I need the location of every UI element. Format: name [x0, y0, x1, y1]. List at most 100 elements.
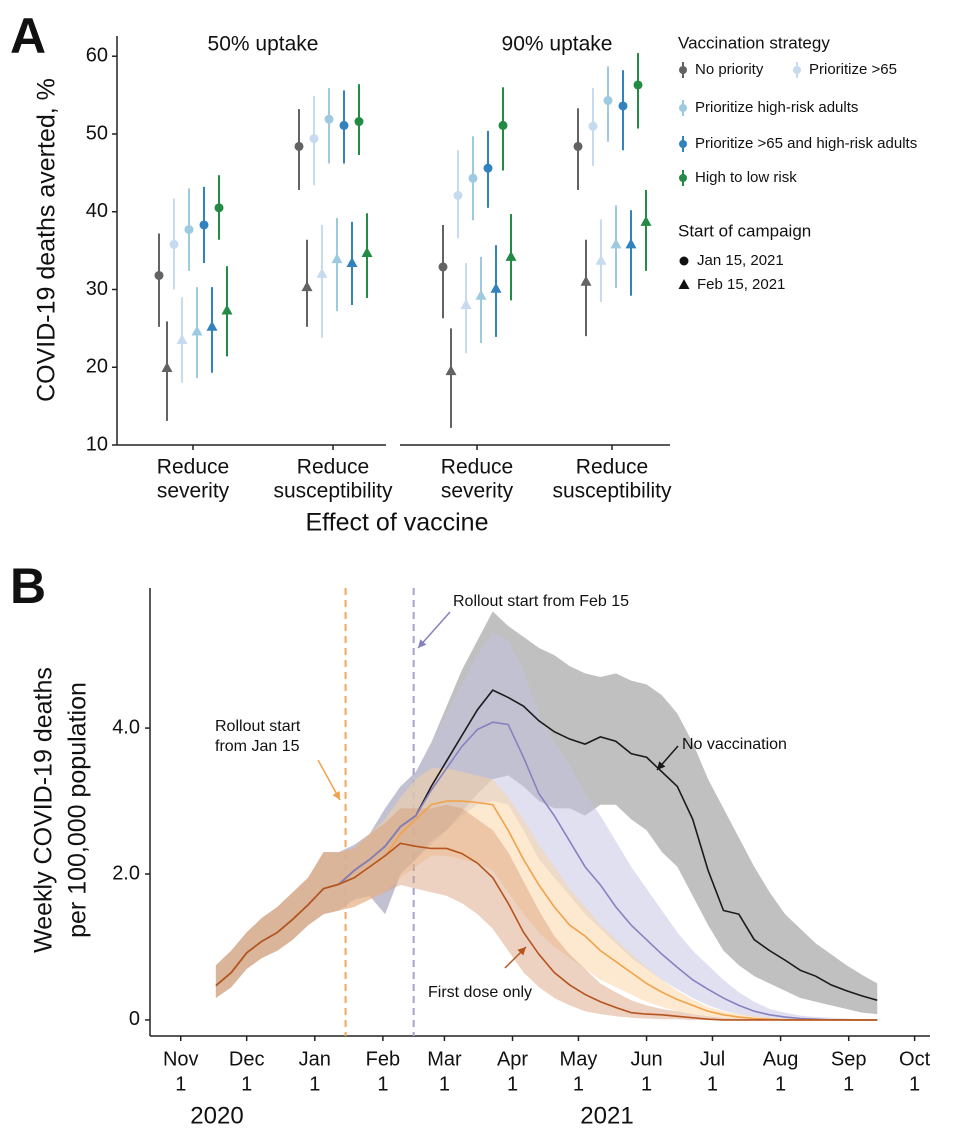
x-tick-label: 1 — [507, 1073, 518, 1095]
triangle-point — [625, 238, 637, 249]
y-tick-label: 20 — [86, 356, 108, 378]
x-axis-title: Effect of vaccine — [306, 509, 489, 537]
arrow — [417, 611, 451, 649]
year-label: 2021 — [580, 1102, 633, 1129]
x-tick-label: Dec — [229, 1048, 265, 1070]
x-tick-label: Reduce — [441, 456, 513, 479]
arrow-head — [418, 639, 427, 648]
x-tick-label: Jul — [700, 1048, 726, 1070]
y-tick-label: 60 — [86, 44, 108, 66]
legend-swatch — [679, 140, 687, 148]
legend-title: Vaccination strategy — [678, 33, 830, 52]
x-tick-label: Reduce — [157, 456, 229, 479]
x-tick-label: 1 — [377, 1073, 388, 1095]
x-tick-label: Jan — [299, 1048, 331, 1070]
uncertainty-band — [215, 611, 878, 1015]
arrow-head — [517, 947, 526, 956]
triangle-point — [678, 279, 690, 289]
circle-point — [498, 120, 508, 130]
circle-point — [309, 134, 319, 144]
x-tick-label: 1 — [175, 1073, 186, 1095]
legend-label: Feb 15, 2021 — [697, 276, 785, 293]
circle-point — [468, 173, 478, 183]
y-axis-title: COVID-19 deaths averted, % — [33, 78, 61, 402]
x-tick-label: 1 — [641, 1073, 652, 1095]
triangle-point — [505, 250, 517, 261]
legend-swatch — [679, 66, 687, 74]
x-tick-label: 1 — [707, 1073, 718, 1095]
triangle-point — [346, 257, 358, 268]
annotation: First dose only — [428, 984, 532, 1001]
circle-point — [199, 220, 209, 230]
legend-label: Prioritize high-risk adults — [695, 99, 858, 116]
arrow-head — [657, 761, 666, 770]
x-tick-label: 1 — [241, 1073, 252, 1095]
x-tick-label: 1 — [439, 1073, 450, 1095]
triangle-point — [176, 334, 188, 345]
annotation: Rollout start — [215, 718, 301, 735]
x-tick-label: 1 — [309, 1073, 320, 1095]
x-tick-label: susceptibility — [273, 480, 393, 503]
annotation: from Jan 15 — [215, 738, 300, 755]
circle-point — [184, 225, 194, 235]
legend-swatch — [679, 104, 687, 112]
circle-point — [679, 256, 689, 266]
circle-point — [618, 101, 628, 111]
legend-label: Prioritize >65 — [809, 61, 897, 78]
x-tick-label: Oct — [899, 1048, 931, 1070]
x-tick-label: Sep — [831, 1048, 867, 1070]
triangle-point — [301, 281, 313, 292]
x-tick-label: 1 — [843, 1073, 854, 1095]
triangle-point — [316, 267, 328, 278]
annotation: No vaccination — [682, 736, 787, 753]
triangle-point — [361, 246, 373, 257]
uncertainty-band — [215, 633, 878, 1020]
triangle-point — [206, 320, 218, 331]
x-tick-label: May — [560, 1048, 598, 1070]
x-tick-label: Reduce — [576, 456, 648, 479]
x-tick-label: severity — [157, 480, 230, 503]
legend-label: Prioritize >65 and high-risk adults — [695, 135, 917, 152]
triangle-point — [490, 282, 502, 293]
y-axis-title: Weekly COVID-19 deaths — [30, 667, 58, 953]
triangle-point — [161, 362, 173, 373]
legend-label: No priority — [695, 61, 764, 78]
y-tick-label: 30 — [86, 278, 108, 300]
triangle-point — [460, 299, 472, 310]
series-line — [215, 842, 878, 1021]
circle-point — [588, 121, 598, 131]
y-tick-label: 4.0 — [112, 716, 140, 738]
uncertainty-band — [215, 768, 878, 1020]
x-tick-label: susceptibility — [552, 480, 672, 503]
circle-point — [214, 203, 224, 213]
triangle-point — [595, 254, 607, 265]
x-tick-label: Feb — [366, 1048, 400, 1070]
circle-point — [354, 117, 364, 127]
y-tick-label: 40 — [86, 200, 108, 222]
panel-label: B — [10, 558, 46, 614]
annotation: Rollout start from Feb 15 — [453, 593, 629, 610]
triangle-point — [331, 253, 343, 264]
triangle-point — [580, 275, 592, 286]
circle-point — [573, 141, 583, 151]
x-tick-label: Reduce — [297, 456, 369, 479]
year-label: 2020 — [190, 1102, 243, 1129]
x-tick-label: 1 — [909, 1073, 920, 1095]
x-tick-label: Apr — [497, 1048, 528, 1070]
circle-point — [169, 239, 179, 249]
triangle-point — [221, 304, 233, 315]
triangle-point — [610, 238, 622, 249]
legend-swatch — [679, 174, 687, 182]
triangle-point — [445, 365, 457, 376]
y-tick-label: 2.0 — [112, 862, 140, 884]
x-tick-label: 1 — [573, 1073, 584, 1095]
circle-point — [603, 96, 613, 106]
panel-label: A — [10, 8, 46, 64]
circle-point — [483, 163, 493, 173]
facet-title: 50% uptake — [208, 33, 319, 56]
y-axis-title: per 100,000 population — [64, 682, 92, 938]
triangle-point — [475, 289, 487, 300]
circle-point — [154, 270, 164, 280]
